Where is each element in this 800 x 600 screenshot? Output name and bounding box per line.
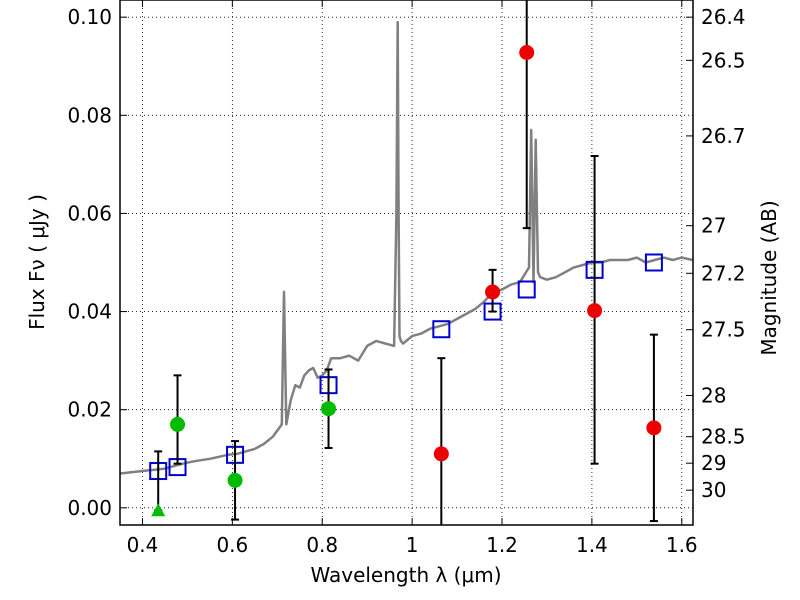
y2-tick-label: 28.5 <box>701 425 746 449</box>
x-tick-label: 0.6 <box>216 533 248 557</box>
plot-frame <box>119 0 694 526</box>
plot-area <box>120 0 693 525</box>
y-tick-label: 0.08 <box>67 103 112 127</box>
axes: 0.4 0.6 0.8 1 1.2 1.4 1.6 0.00 0.02 0.04 0.06 0.08 0… <box>67 0 746 557</box>
y2-tick-label: 30 <box>701 478 726 502</box>
y-tick-label: 0.00 <box>67 496 112 520</box>
upper-limit-triangle <box>151 503 166 517</box>
x-tick-label: 1 <box>406 533 419 557</box>
y2-tick-label: 26.5 <box>701 48 746 72</box>
y2-tick-label: 26.4 <box>701 5 746 29</box>
red-observation-point <box>433 446 449 462</box>
red-observation-point <box>519 45 535 60</box>
red-observation-point <box>587 303 603 319</box>
model-photometry-square <box>644 253 663 272</box>
y-tick-label: 0.06 <box>67 201 112 225</box>
x-tick-label: 1.2 <box>486 533 518 557</box>
green-observation-point <box>170 416 186 432</box>
y-axis-title: Flux Fν ( μJy ) <box>25 194 49 330</box>
y-tick-label: 0.04 <box>67 300 112 324</box>
x-tick-label: 0.8 <box>306 533 338 557</box>
model-photometry-square <box>517 280 536 299</box>
y2-tick-label: 26.7 <box>701 124 746 148</box>
y2-tick-label: 28 <box>701 383 726 407</box>
model-photometry-square <box>432 320 451 339</box>
green-observation-point <box>321 401 337 417</box>
red-observation-point <box>485 284 501 300</box>
y-tick-label: 0.02 <box>67 398 112 422</box>
x-axis-title: Wavelength λ (μm) <box>310 563 501 587</box>
red-observation-point <box>646 420 662 436</box>
x-tick-label: 1.4 <box>576 533 608 557</box>
spectrum-line <box>120 20 693 475</box>
y2-tick-label: 29 <box>701 451 726 475</box>
grid <box>120 0 693 525</box>
y2-axis-title: Magnitude (AB) <box>757 200 781 355</box>
x-tick-label: 1.6 <box>666 533 698 557</box>
y2-tick-label: 27.5 <box>701 318 746 342</box>
green-observation-point <box>227 472 243 488</box>
x-tick-label: 0.4 <box>127 533 159 557</box>
y2-tick-label: 27 <box>701 214 726 238</box>
y-tick-label: 0.10 <box>67 5 112 29</box>
y2-tick-label: 27.2 <box>701 261 746 285</box>
